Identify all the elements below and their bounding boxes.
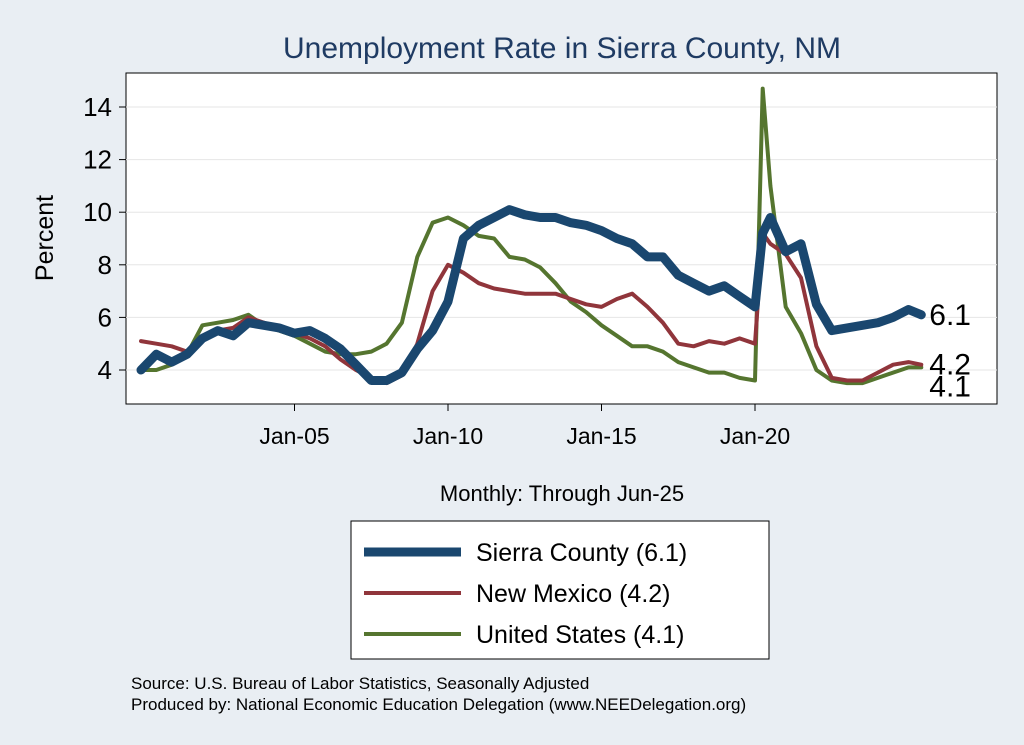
legend-label: New Mexico (4.2)	[476, 580, 671, 608]
producer-note: Produced by: National Economic Education…	[131, 695, 746, 714]
y-tick-label: 4	[98, 355, 112, 385]
end-label: 4.1	[929, 371, 971, 404]
x-axis: Jan-05 Jan-10 Jan-15 Jan-20	[259, 404, 790, 449]
y-tick-label: 12	[83, 145, 112, 175]
end-label: 6.1	[929, 299, 971, 332]
x-axis-label: Monthly: Through Jun-25	[440, 481, 684, 506]
x-tick-label: Jan-05	[259, 423, 329, 449]
x-tick-label: Jan-15	[566, 423, 636, 449]
y-tick-label: 14	[83, 92, 112, 122]
source-note: Source: U.S. Bureau of Labor Statistics,…	[131, 674, 589, 693]
y-axis: 4 6 8 10 12 14	[83, 92, 126, 385]
y-tick-label: 6	[98, 302, 112, 332]
x-tick-label: Jan-20	[720, 423, 790, 449]
grid	[126, 106, 997, 371]
series-lines	[136, 86, 926, 386]
y-tick-label: 8	[98, 250, 112, 280]
series-line-0	[136, 205, 926, 385]
plot-area	[125, 72, 998, 405]
y-tick-label: 10	[83, 197, 112, 227]
end-label: 4.2	[929, 349, 971, 382]
x-tick-label: Jan-10	[413, 423, 483, 449]
legend-label: Sierra County (6.1)	[476, 539, 687, 567]
chart-title: Unemployment Rate in Sierra County, NM	[283, 32, 841, 65]
legend-items: Sierra County (6.1) New Mexico (4.2) Unite…	[364, 539, 687, 649]
legend-label: United States (4.1)	[476, 621, 684, 649]
end-labels: 6.1 4.24.1	[929, 299, 971, 404]
y-axis-label: Percent	[31, 195, 59, 281]
